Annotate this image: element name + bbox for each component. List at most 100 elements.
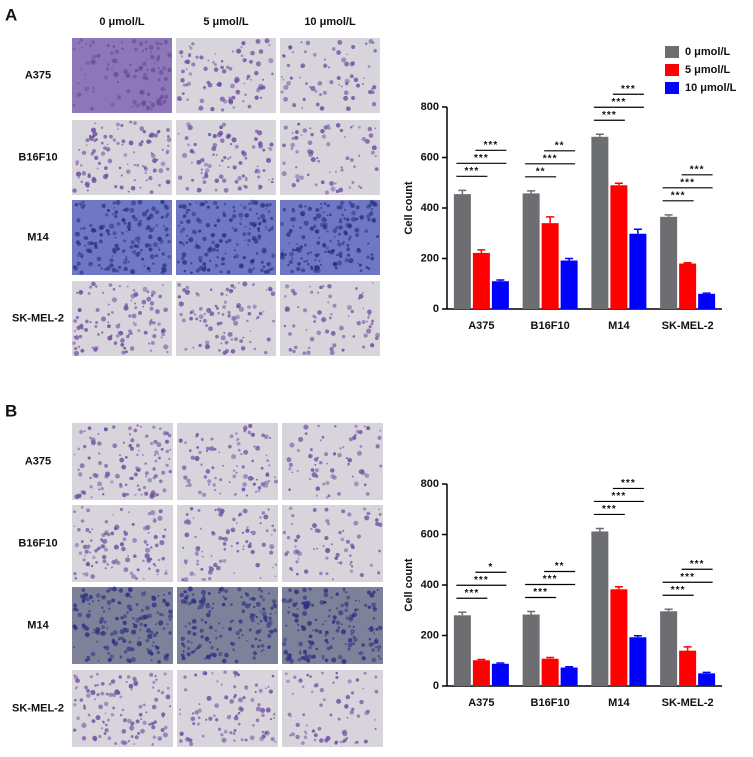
cell-dot bbox=[94, 698, 96, 701]
cell-dot bbox=[319, 600, 325, 605]
cell-dot bbox=[233, 249, 236, 252]
cell-dot bbox=[119, 483, 122, 486]
cell-dot bbox=[191, 211, 197, 217]
cell-dot bbox=[291, 514, 295, 518]
cell-dot bbox=[328, 609, 331, 612]
cell-dot bbox=[167, 254, 172, 259]
cell-dot bbox=[216, 680, 219, 683]
cell-dot bbox=[177, 295, 182, 299]
cell-dot bbox=[361, 470, 366, 476]
cell-dot bbox=[318, 259, 321, 262]
cell-dot bbox=[189, 571, 195, 577]
cell-dot bbox=[168, 618, 172, 622]
cell-dot bbox=[213, 67, 219, 72]
cell-dot bbox=[99, 233, 103, 237]
cell-dot bbox=[105, 228, 110, 233]
cell-dot bbox=[260, 268, 264, 272]
cell-dot bbox=[364, 515, 370, 521]
cell-dot bbox=[302, 595, 307, 600]
cell-dot bbox=[337, 242, 342, 247]
cell-dot bbox=[227, 314, 231, 318]
cell-dot bbox=[271, 178, 274, 181]
cell-dot bbox=[93, 241, 98, 246]
cell-dot bbox=[156, 573, 159, 576]
cell-dot bbox=[197, 219, 203, 224]
cell-dot bbox=[168, 609, 173, 614]
cell-dot bbox=[85, 528, 90, 532]
cell-dot bbox=[240, 203, 243, 206]
cell-dot bbox=[113, 544, 119, 550]
cell-dot bbox=[187, 208, 191, 212]
cell-dot bbox=[191, 599, 197, 604]
cell-dot bbox=[332, 261, 338, 267]
cell-dot bbox=[106, 324, 111, 329]
cell-dot bbox=[74, 576, 78, 580]
cell-dot bbox=[180, 220, 184, 224]
cell-dot bbox=[282, 207, 287, 212]
cell-dot bbox=[83, 203, 86, 207]
cell-dot bbox=[232, 648, 235, 651]
cell-dot bbox=[208, 326, 213, 332]
cell-dot bbox=[87, 426, 92, 431]
cell-dot bbox=[90, 564, 94, 568]
cell-dot bbox=[106, 627, 109, 629]
cell-dot bbox=[341, 509, 346, 514]
cell-dot bbox=[251, 258, 254, 262]
cell-dot bbox=[297, 262, 301, 266]
cell-dot bbox=[192, 230, 197, 235]
cell-dot bbox=[217, 727, 222, 731]
cell-dot bbox=[139, 89, 145, 95]
error-bar bbox=[683, 262, 692, 264]
cell-dot bbox=[255, 562, 260, 568]
cell-dot bbox=[194, 573, 196, 576]
cell-dot bbox=[211, 672, 214, 675]
cell-dot bbox=[337, 492, 341, 496]
cell-dot bbox=[77, 468, 80, 471]
cell-dot bbox=[339, 740, 343, 744]
cell-dot bbox=[211, 240, 216, 245]
cell-dot bbox=[294, 545, 297, 548]
cell-dot bbox=[370, 150, 375, 155]
cell-dot bbox=[337, 626, 341, 629]
cell-dot bbox=[127, 190, 130, 193]
cell-dot bbox=[206, 695, 212, 701]
cell-dot bbox=[305, 329, 308, 331]
cell-dot bbox=[264, 38, 270, 44]
cell-dot bbox=[342, 240, 345, 244]
cell-dot bbox=[335, 189, 340, 194]
cell-dot bbox=[130, 185, 136, 191]
cell-dot bbox=[286, 232, 291, 237]
cell-dot bbox=[79, 253, 84, 257]
cell-dot bbox=[182, 644, 186, 648]
cell-dot bbox=[164, 601, 170, 607]
cell-dot bbox=[88, 285, 93, 289]
cell-dot bbox=[308, 151, 314, 157]
cell-dot bbox=[214, 476, 217, 480]
cell-dot bbox=[368, 211, 374, 216]
cell-dot bbox=[283, 324, 287, 328]
cell-dot bbox=[304, 432, 308, 436]
cell-dot bbox=[125, 334, 130, 339]
cell-dot bbox=[237, 186, 242, 191]
cell-dot bbox=[215, 205, 220, 210]
cell-dot bbox=[202, 318, 208, 323]
cell-dot bbox=[209, 288, 213, 291]
cell-dot bbox=[258, 222, 262, 226]
cell-dot bbox=[239, 707, 245, 712]
cell-dot bbox=[140, 249, 143, 252]
cell-dot bbox=[286, 535, 291, 540]
cell-dot bbox=[271, 524, 275, 528]
cell-dot bbox=[98, 225, 104, 231]
cell-dot bbox=[354, 481, 359, 487]
cell-dot bbox=[199, 307, 203, 311]
cell-dot bbox=[339, 325, 344, 331]
cell-dot bbox=[243, 82, 246, 85]
cell-dot bbox=[312, 216, 318, 221]
cell-dot bbox=[255, 169, 261, 174]
cell-dot bbox=[153, 62, 156, 65]
cell-dot bbox=[321, 623, 325, 626]
cell-dot bbox=[104, 547, 109, 552]
cell-dot bbox=[108, 607, 111, 610]
cell-dot bbox=[247, 544, 252, 549]
cell-dot bbox=[77, 447, 81, 451]
